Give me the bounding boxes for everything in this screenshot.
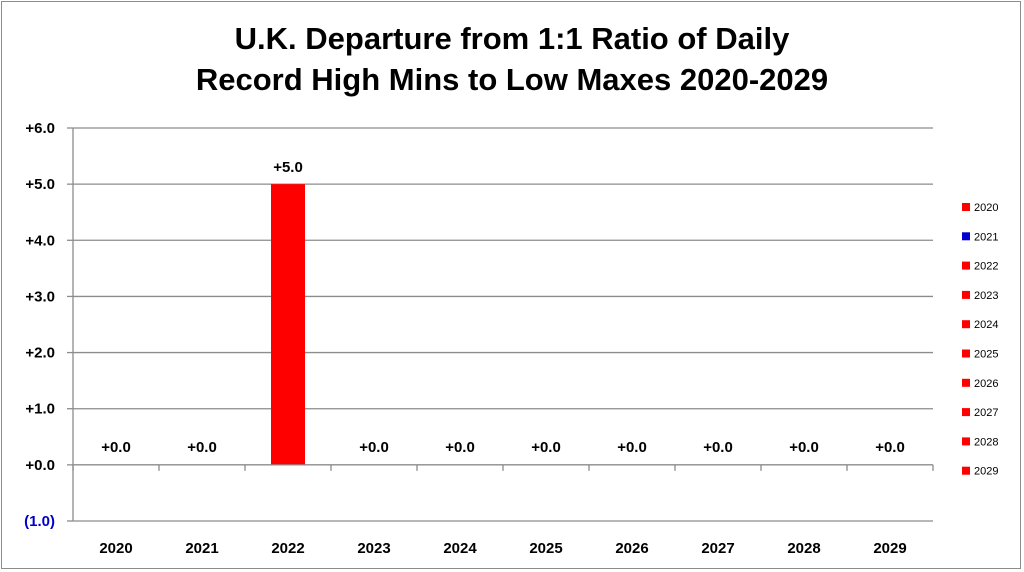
data-labels: +0.0 +0.0 +5.0 +0.0 +0.0 +0.0 +0.0 +0.0 +0.0 +0.0 xyxy=(101,159,905,456)
data-label-2022: +5.0 xyxy=(273,159,303,176)
legend-swatch-2026 xyxy=(962,378,970,387)
legend-label-2024: 2024 xyxy=(974,319,998,331)
y-tick-label: +5.0 xyxy=(25,176,55,193)
data-label-2029: +0.0 xyxy=(875,439,905,456)
x-tick-label-2026: 2026 xyxy=(615,540,648,557)
legend-label-2020: 2020 xyxy=(974,202,998,214)
legend-swatch-2023 xyxy=(962,290,970,299)
legend-swatch-2029 xyxy=(962,466,970,475)
legend-label-2025: 2025 xyxy=(974,349,998,361)
data-label-2020: +0.0 xyxy=(101,439,131,456)
legend-swatch-2022 xyxy=(962,261,970,270)
legend-swatch-2020 xyxy=(962,203,970,211)
chart-title-line-2: Record High Mins to Low Maxes 2020-2029 xyxy=(195,62,829,97)
data-label-2025: +0.0 xyxy=(531,439,561,456)
x-tick-label-2028: 2028 xyxy=(787,540,820,557)
x-axis-tick-labels: 2020 2021 2022 2023 2024 2025 2026 2027 2028 2029 xyxy=(99,540,906,557)
axes xyxy=(67,127,934,522)
legend-label-2029: 2029 xyxy=(974,466,998,478)
x-tick-label-2025: 2025 xyxy=(529,540,562,557)
y-tick-label: (1.0) xyxy=(24,513,55,530)
gridlines xyxy=(73,127,933,522)
y-tick-label: +4.0 xyxy=(25,232,55,249)
legend-swatch-2024 xyxy=(962,320,970,329)
bar-2022 xyxy=(271,184,305,465)
legend-label-2021: 2021 xyxy=(974,231,998,243)
data-label-2023: +0.0 xyxy=(359,439,389,456)
legend-swatch-2021 xyxy=(962,232,970,241)
legend-swatch-2025 xyxy=(962,349,970,358)
y-axis-tick-labels: +6.0 +5.0 +4.0 +3.0 +2.0 +1.0 +0.0 (1.0) xyxy=(24,120,55,530)
legend-label-2026: 2026 xyxy=(974,378,998,390)
x-tick-label-2023: 2023 xyxy=(357,540,390,557)
y-tick-label: +3.0 xyxy=(25,288,55,305)
data-label-2024: +0.0 xyxy=(445,439,475,456)
chart-title: U.K. Departure from 1:1 Ratio of Daily R… xyxy=(0,18,1024,100)
data-label-2028: +0.0 xyxy=(789,439,819,456)
legend-label-2027: 2027 xyxy=(974,407,998,419)
legend-label-2028: 2028 xyxy=(974,436,998,448)
x-tick-label-2020: 2020 xyxy=(99,540,132,557)
x-tick-label-2029: 2029 xyxy=(873,540,906,557)
y-tick-label: +1.0 xyxy=(25,401,55,418)
x-tick-label-2024: 2024 xyxy=(443,540,477,557)
legend: 2020 2021 2022 2023 2024 2025 2026 2027 2028 2029 xyxy=(962,202,998,478)
chart-title-line-1: U.K. Departure from 1:1 Ratio of Daily xyxy=(234,21,790,56)
y-tick-label: +2.0 xyxy=(25,345,55,362)
x-tick-label-2021: 2021 xyxy=(185,540,218,557)
data-label-2021: +0.0 xyxy=(187,439,217,456)
x-tick-label-2027: 2027 xyxy=(701,540,734,557)
y-tick-label: +6.0 xyxy=(25,120,55,137)
legend-swatch-2028 xyxy=(962,437,970,446)
legend-swatch-2027 xyxy=(962,408,970,417)
legend-label-2023: 2023 xyxy=(974,290,998,302)
legend-label-2022: 2022 xyxy=(974,261,998,273)
bars xyxy=(271,184,305,465)
data-label-2027: +0.0 xyxy=(703,439,733,456)
data-label-2026: +0.0 xyxy=(617,439,647,456)
y-tick-label: +0.0 xyxy=(25,457,55,474)
x-tick-label-2022: 2022 xyxy=(271,540,304,557)
